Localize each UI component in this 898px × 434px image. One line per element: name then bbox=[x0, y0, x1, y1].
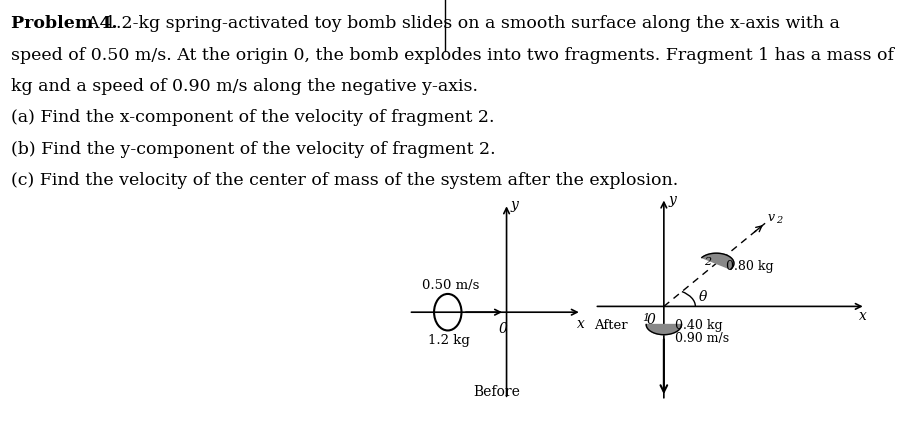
Text: 1: 1 bbox=[642, 312, 649, 322]
Text: x: x bbox=[577, 317, 585, 331]
Text: x: x bbox=[859, 309, 867, 322]
Text: speed of 0.50 m/s. At the origin 0, the bomb explodes into two fragments. Fragme: speed of 0.50 m/s. At the origin 0, the … bbox=[11, 46, 898, 63]
Text: 0: 0 bbox=[647, 312, 655, 326]
Text: 0.90 m/s: 0.90 m/s bbox=[675, 331, 729, 344]
Text: θ: θ bbox=[699, 289, 707, 303]
Polygon shape bbox=[647, 325, 682, 335]
Text: 1.2 kg: 1.2 kg bbox=[428, 333, 470, 346]
Text: 0: 0 bbox=[498, 321, 507, 335]
Text: y: y bbox=[669, 193, 677, 207]
Text: (c) Find the velocity of the center of mass of the system after the explosion.: (c) Find the velocity of the center of m… bbox=[11, 171, 678, 188]
Polygon shape bbox=[702, 253, 734, 270]
Text: 2: 2 bbox=[776, 216, 782, 225]
Text: (a) Find the x-component of the velocity of fragment 2.: (a) Find the x-component of the velocity… bbox=[11, 109, 494, 126]
Text: 0.40 kg: 0.40 kg bbox=[675, 319, 723, 332]
Text: Before: Before bbox=[473, 384, 520, 398]
Text: Problem 4.: Problem 4. bbox=[11, 15, 118, 32]
Text: y: y bbox=[510, 197, 518, 211]
Text: After: After bbox=[594, 319, 628, 332]
Text: v: v bbox=[768, 211, 775, 224]
Text: 0.50 m/s: 0.50 m/s bbox=[422, 279, 479, 292]
Text: A 1.2-kg spring-activated toy bomb slides on a smooth surface along the x-axis w: A 1.2-kg spring-activated toy bomb slide… bbox=[76, 15, 841, 32]
Text: 2: 2 bbox=[704, 257, 711, 267]
Text: (b) Find the y-component of the velocity of fragment 2.: (b) Find the y-component of the velocity… bbox=[11, 140, 496, 157]
Text: 0.80 kg: 0.80 kg bbox=[726, 259, 773, 272]
Text: kg and a speed of 0.90 m/s along the negative y-axis.: kg and a speed of 0.90 m/s along the neg… bbox=[11, 78, 478, 95]
